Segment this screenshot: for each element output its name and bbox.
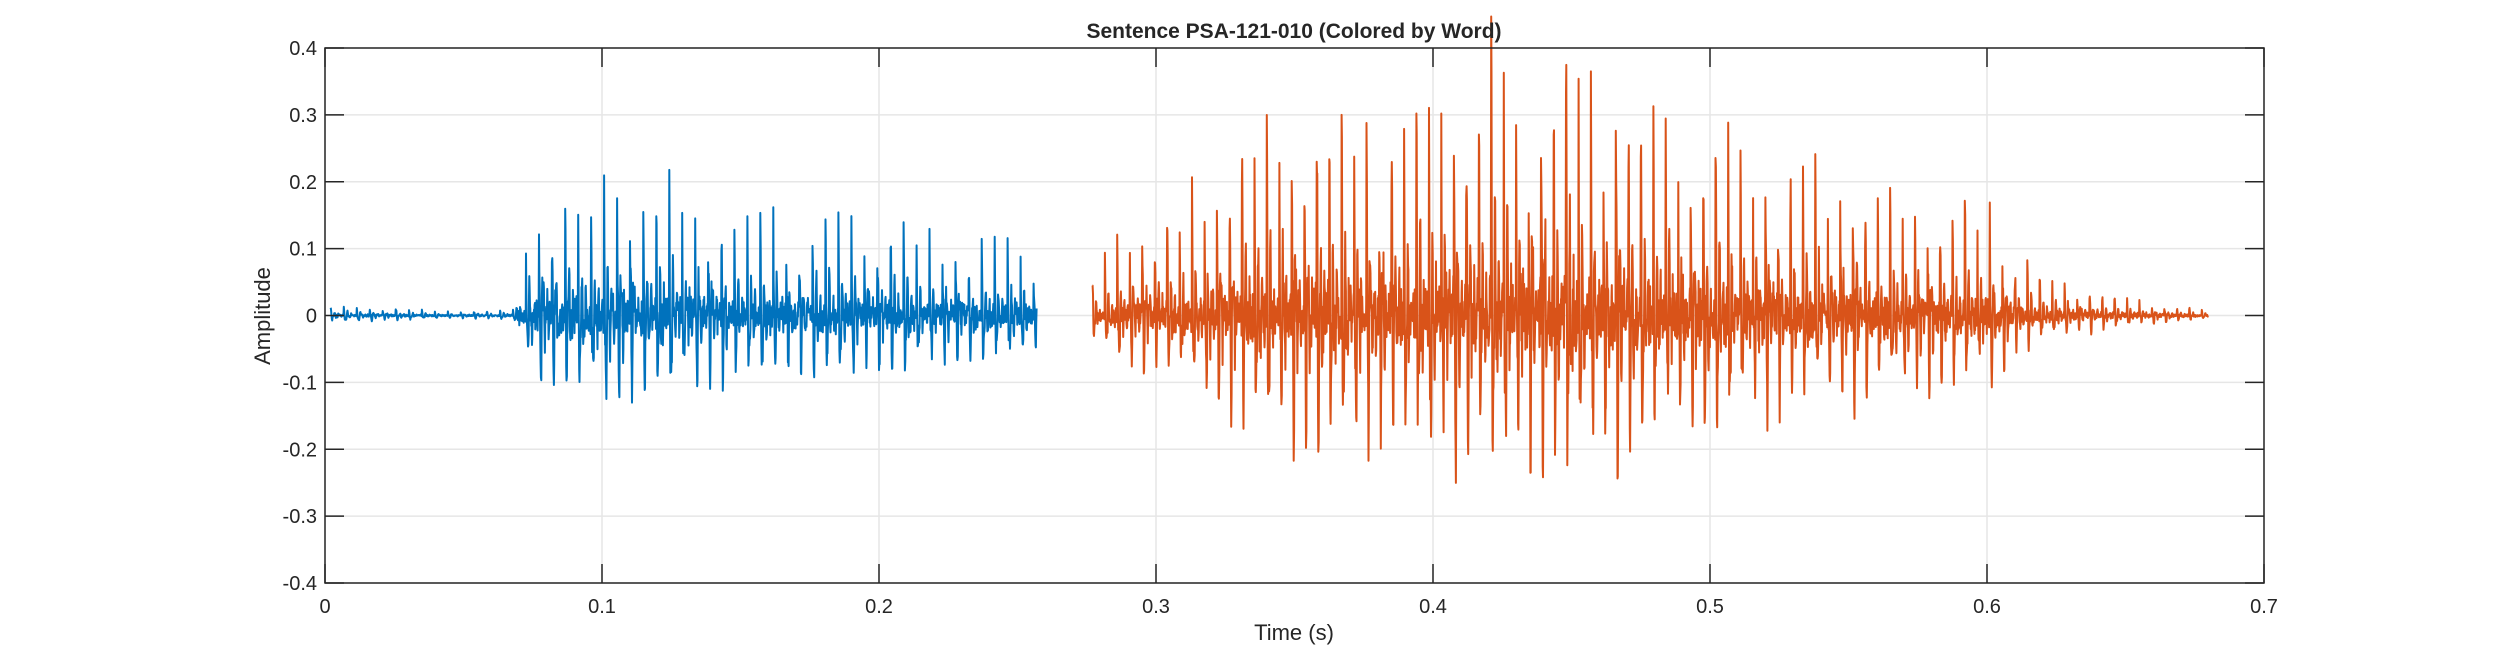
x-tick-label: 0.5 — [1696, 596, 1724, 618]
x-tick-label: 0.6 — [1973, 596, 2001, 618]
x-tick-label: 0.7 — [2250, 596, 2278, 618]
series-line-word-1 — [329, 168, 1038, 404]
y-tick-label: -0.2 — [283, 439, 317, 461]
y-tick-label: 0.3 — [289, 105, 317, 127]
axes: 0 0.1 0.2 0.3 0.4 0.5 0.6 0.7 -0.4 -0.3 -0.2 -0.1 0 0… — [283, 38, 2278, 618]
y-tick-label: -0.3 — [283, 506, 317, 528]
axes-box — [324, 47, 2265, 584]
x-tick-label: 0.2 — [865, 596, 893, 618]
chart-title: Sentence PSA-121-010 (Colored by Word) — [1086, 20, 1501, 43]
y-tick-label: -0.1 — [283, 372, 317, 394]
y-tick-label: 0 — [306, 306, 317, 328]
series-line-word-2 — [1091, 15, 2210, 484]
y-axis-label: Amplitude — [250, 267, 275, 365]
x-axis-label: Time (s) — [1254, 620, 1334, 645]
x-tick-label: 0 — [319, 596, 330, 618]
x-tick-label: 0.4 — [1419, 596, 1447, 618]
x-tick-label: 0.3 — [1142, 596, 1170, 618]
y-tick-label: -0.4 — [283, 573, 317, 595]
plot-area — [329, 15, 2210, 484]
y-tick-label: 0.2 — [289, 172, 317, 194]
x-tick-label: 0.1 — [588, 596, 616, 618]
y-tick-label: 0.1 — [289, 239, 317, 261]
y-tick-label: 0.4 — [289, 38, 317, 60]
